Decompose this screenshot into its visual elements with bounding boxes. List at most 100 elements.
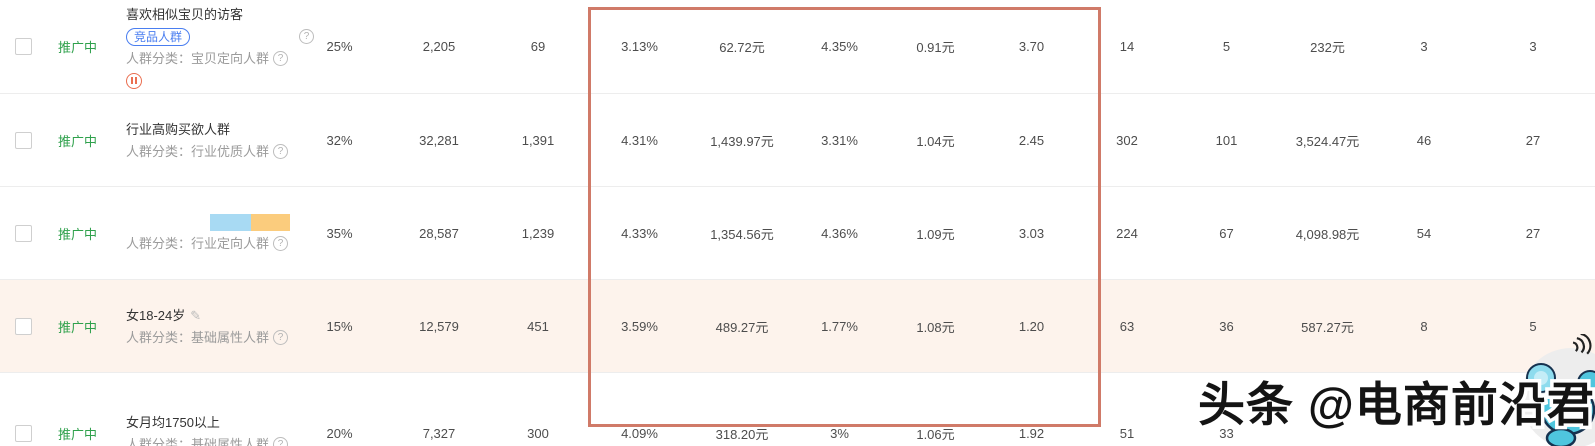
metric-cell: 1.09元	[916, 226, 955, 242]
metric-cell: 224	[1116, 225, 1138, 241]
metric-cell: 3,524.47元	[1295, 133, 1360, 149]
metric-cell: 33	[1219, 425, 1234, 441]
audience-type-badge: 竞品人群	[126, 27, 191, 46]
metric-cell: 302	[1116, 132, 1138, 148]
table-row: 推广中 喜欢相似宝贝的访客 竞品人群 ? 人群分类： 宝贝定向人群 ? 25% …	[0, 0, 1595, 94]
status-badge: 推广中	[57, 40, 97, 55]
redaction-block	[250, 213, 290, 231]
metric-cell: 32,281	[419, 132, 459, 148]
metric-cell: 3	[1529, 39, 1537, 54]
metric-cell: 54	[1416, 225, 1432, 241]
status-badge: 推广中	[57, 319, 97, 335]
category-prefix: 人群分类：	[126, 235, 192, 251]
pause-icon[interactable]	[126, 72, 142, 89]
status-badge: 推广中	[57, 226, 97, 242]
metric-premium: 32%	[326, 132, 353, 148]
metric-cell: 28,587	[419, 225, 459, 241]
metric-cell: 451	[527, 318, 549, 334]
category-prefix: 人群分类：	[126, 436, 192, 446]
metric-cell: 489.27元	[715, 319, 769, 335]
help-icon[interactable]: ?	[273, 50, 289, 66]
metric-cell: 1,354.56元	[710, 226, 774, 242]
row-checkbox[interactable]	[15, 38, 32, 55]
metric-cell: 3.59%	[621, 318, 658, 334]
mascot-icon	[1521, 334, 1595, 446]
audience-name: 行业高购买欲人群	[126, 121, 231, 137]
metric-cell: 67	[1219, 225, 1234, 241]
metric-premium: 25%	[326, 39, 353, 54]
category-value: 行业优质人群	[191, 143, 270, 159]
category-value: 宝贝定向人群	[191, 50, 270, 66]
metric-cell: 318.20元	[715, 426, 769, 442]
metric-cell: 69	[530, 39, 546, 54]
metric-premium: 20%	[326, 425, 353, 441]
help-icon[interactable]: ?	[273, 143, 289, 159]
metric-cell: 1.08元	[916, 319, 955, 335]
metric-cell: 4,098.98元	[1295, 226, 1360, 242]
metric-cell: 46	[1416, 132, 1432, 148]
metric-cell: 63	[1119, 318, 1135, 334]
metric-cell: 2.45	[1018, 132, 1045, 148]
metric-cell: 51	[1119, 425, 1135, 441]
category-value: 行业定向人群	[191, 235, 270, 251]
metric-cell: 4.33%	[621, 225, 658, 241]
metric-premium: 35%	[326, 225, 353, 241]
status-badge: 推广中	[57, 133, 97, 149]
metric-cell: 3%	[830, 425, 849, 441]
row-checkbox[interactable]	[15, 317, 32, 335]
table-row: 推广中 人群分类： 行业定向人群 ? 35% 28,587 1,239 4.33…	[0, 187, 1595, 280]
help-icon[interactable]: ?	[299, 29, 314, 44]
metric-cell: 300	[527, 425, 549, 441]
metric-cell: 14	[1119, 39, 1135, 54]
table-row: 推广中 女18-24岁 ✎ 人群分类： 基础属性人群 ? 15% 12,579 …	[0, 280, 1595, 373]
help-icon[interactable]: ?	[273, 329, 289, 345]
category-prefix: 人群分类：	[126, 50, 192, 66]
metric-cell: 3	[1420, 39, 1428, 54]
metric-cell: 8	[1420, 318, 1428, 334]
metric-premium: 15%	[326, 318, 353, 334]
metric-cell: 36	[1219, 318, 1234, 334]
metric-cell: 1.20	[1018, 318, 1045, 334]
metric-cell: 1.04元	[916, 133, 955, 149]
metric-cell: 3.13%	[621, 39, 658, 54]
row-checkbox[interactable]	[15, 424, 32, 442]
metric-cell: 62.72元	[719, 40, 765, 55]
metric-cell: 1,391	[521, 132, 555, 148]
metric-cell: 0.91元	[916, 40, 955, 55]
status-badge: 推广中	[57, 426, 97, 442]
metric-cell: 1.77%	[821, 318, 858, 334]
audience-name: 喜欢相似宝贝的访客	[126, 6, 244, 22]
metric-cell: 1.06元	[916, 426, 955, 442]
metric-cell: 1.92	[1018, 425, 1045, 441]
metric-cell: 4.31%	[621, 132, 658, 148]
table-row: 推广中 行业高购买欲人群 人群分类： 行业优质人群 ? 32% 32,281 1…	[0, 94, 1595, 187]
metric-cell: 3.03	[1018, 225, 1045, 241]
metric-cell: 27	[1525, 225, 1541, 241]
category-value: 基础属性人群	[191, 329, 270, 345]
category-prefix: 人群分类：	[126, 143, 192, 159]
metric-cell: 5	[1222, 39, 1231, 54]
metric-cell: 12,579	[419, 318, 459, 334]
help-icon[interactable]: ?	[273, 235, 289, 251]
redaction-block	[210, 213, 251, 231]
metric-cell: 7,327	[422, 425, 456, 441]
sound-waves-icon	[1572, 334, 1592, 355]
metric-cell: 101	[1215, 132, 1238, 148]
metric-cell: 2,205	[422, 39, 456, 54]
edit-icon[interactable]: ✎	[190, 307, 202, 323]
row-checkbox[interactable]	[15, 131, 32, 149]
metric-cell: 232元	[1310, 40, 1345, 55]
help-icon[interactable]: ?	[273, 436, 289, 446]
metric-cell: 4.09%	[621, 425, 658, 441]
row-checkbox[interactable]	[15, 224, 32, 242]
category-value: 基础属性人群	[191, 436, 270, 446]
metric-cell: 5	[1529, 318, 1537, 334]
category-prefix: 人群分类：	[126, 329, 192, 345]
metric-cell: 3.31%	[821, 132, 858, 148]
metric-cell: 4.35%	[821, 39, 858, 54]
metric-cell: 587.27元	[1301, 319, 1354, 335]
audience-name: 女18-24岁	[126, 307, 186, 323]
metric-cell: 1,439.97元	[710, 133, 774, 149]
metric-cell: 1,239	[521, 225, 555, 241]
